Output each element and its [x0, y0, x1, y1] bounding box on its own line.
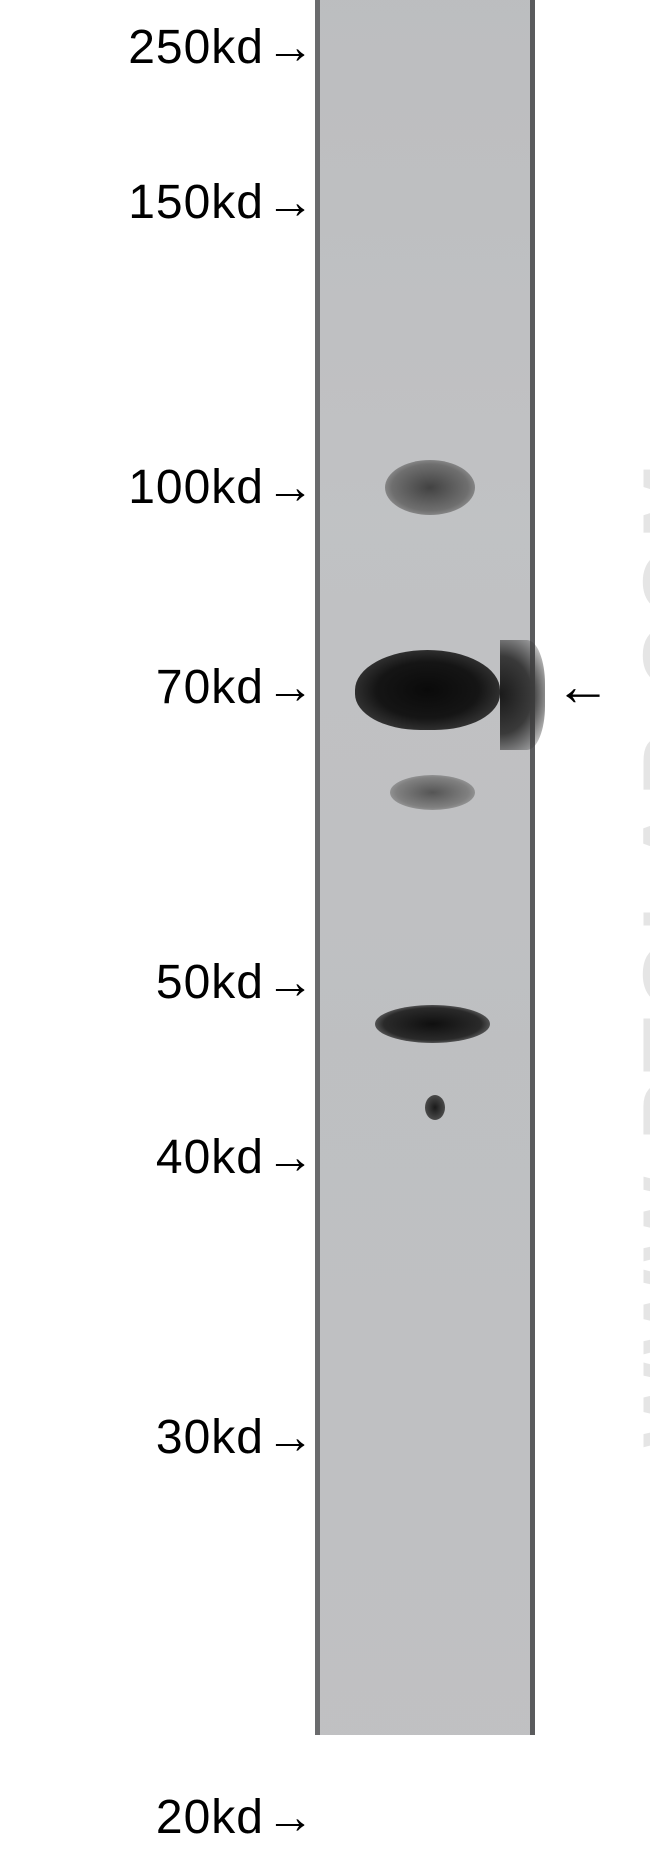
band-70kd-main: [355, 650, 500, 730]
band-48kd: [375, 1005, 490, 1043]
arrow-right-icon: →: [266, 1130, 315, 1185]
mw-marker-100: 100kd→: [128, 460, 315, 515]
mw-marker-40: 40kd→: [156, 1130, 315, 1185]
mw-label-text: 40kd: [156, 1131, 264, 1184]
mw-label-text: 50kd: [156, 956, 264, 1009]
blot-lane: [320, 0, 530, 1735]
target-band-arrow-icon: ←: [555, 658, 611, 714]
arrow-left-icon: ←: [555, 654, 611, 717]
mw-marker-150: 150kd→: [128, 175, 315, 230]
mw-marker-20: 20kd→: [156, 1790, 315, 1845]
mw-label-text: 70kd: [156, 661, 264, 714]
arrow-right-icon: →: [266, 175, 315, 230]
western-blot-figure: WWW.PTGLAB.COM 250kd→ 150kd→ 100kd→ 70kd…: [0, 0, 650, 1855]
arrow-right-icon: →: [266, 660, 315, 715]
mw-label-text: 100kd: [128, 461, 264, 514]
mw-marker-30: 30kd→: [156, 1410, 315, 1465]
mw-label-text: 30kd: [156, 1411, 264, 1464]
band-100kd: [385, 460, 475, 515]
arrow-right-icon: →: [266, 460, 315, 515]
mw-marker-50: 50kd→: [156, 955, 315, 1010]
band-60kd: [390, 775, 475, 810]
mw-marker-70: 70kd→: [156, 660, 315, 715]
arrow-right-icon: →: [266, 955, 315, 1010]
mw-label-text: 150kd: [128, 176, 264, 229]
lane-border-right: [530, 0, 535, 1735]
arrow-right-icon: →: [266, 1410, 315, 1465]
band-70kd-edge: [500, 640, 545, 750]
band-40kd-dot: [425, 1095, 445, 1120]
mw-marker-250: 250kd→: [128, 20, 315, 75]
arrow-right-icon: →: [266, 20, 315, 75]
watermark-text: WWW.PTGLAB.COM: [624, 456, 650, 1448]
mw-label-text: 20kd: [156, 1791, 264, 1844]
arrow-right-icon: →: [266, 1790, 315, 1845]
mw-label-text: 250kd: [128, 21, 264, 74]
